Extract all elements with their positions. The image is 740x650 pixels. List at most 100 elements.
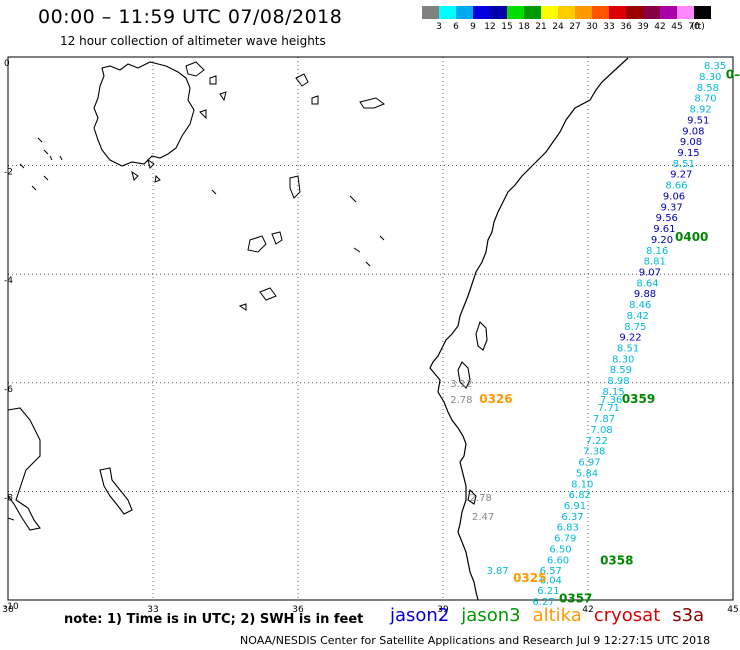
- lon-tick-label: 36: [292, 605, 304, 615]
- legend-label: (ft): [691, 22, 705, 32]
- island-mafia: [467, 488, 477, 505]
- pass-time-label: 0–: [726, 67, 740, 81]
- page-title: 00:00 – 11:59 UTC 07/08/2018: [38, 6, 343, 28]
- wave-height-observation: 5.84: [576, 468, 598, 479]
- satellite-name-altika: altika: [532, 605, 582, 626]
- wave-height-observation: 7.87: [593, 414, 615, 425]
- lake-dots: [7, 137, 385, 521]
- wave-height-observation: 6.83: [557, 523, 579, 534]
- wave-height-observation: 8.64: [636, 278, 658, 289]
- legend-swatch: [558, 6, 575, 19]
- legend-swatch: [677, 6, 694, 19]
- wave-height-observation: 9.56: [656, 213, 678, 224]
- graticule: [8, 57, 733, 600]
- wave-height-observation: 9.07: [639, 267, 661, 278]
- wave-height-observation: 7.22: [586, 436, 608, 447]
- color-scale-labels: 3 6 9 12 15 18 21 24 27 30 33 36 39 42 45 70 (ft): [422, 22, 740, 34]
- lake-small-4: [289, 175, 301, 199]
- wave-height-observation: 6.60: [547, 555, 569, 566]
- wave-height-observation: 8.51: [617, 344, 639, 355]
- color-scale-legend: [422, 6, 711, 19]
- legend-label: 42: [654, 22, 666, 32]
- wave-height-observation: 8.42: [627, 311, 649, 322]
- wave-height-observation: 8.10: [571, 479, 593, 490]
- wave-height-observation: 2.78: [450, 395, 472, 406]
- page-subtitle: 12 hour collection of altimeter wave hei…: [60, 34, 326, 48]
- wave-height-observation: 8.81: [644, 257, 666, 268]
- legend-label: 3: [436, 22, 442, 32]
- legend-swatch: [473, 6, 490, 19]
- lon-tick-label: 30: [2, 605, 14, 615]
- wave-height-observation: 6.27: [532, 597, 554, 608]
- wave-height-observation: 8.98: [607, 376, 629, 387]
- wave-height-observation: 8.46: [629, 300, 651, 311]
- lake-rukwa: [99, 467, 133, 515]
- pass-time-label: 0325: [513, 571, 546, 585]
- wave-height-observation: 8.15: [603, 387, 625, 398]
- legend-label: 45: [671, 22, 683, 32]
- satellite-name-jason3: jason3: [461, 605, 521, 626]
- wave-height-observation: 3.12: [450, 379, 472, 390]
- lon-tick-label: 33: [147, 605, 158, 615]
- lake-small-1: [359, 97, 386, 109]
- legend-label: 21: [535, 22, 547, 32]
- wave-height-observation: 8.30: [699, 72, 721, 83]
- wave-height-observation: 6.79: [554, 534, 576, 545]
- legend-label: 36: [620, 22, 632, 32]
- lake-naivasha: [295, 73, 309, 87]
- wave-height-observation: 8.92: [690, 105, 712, 116]
- wave-height-observation: 9.22: [619, 333, 641, 344]
- wave-height-observation: 8.66: [665, 181, 687, 192]
- wave-height-observation: 9.08: [680, 137, 702, 148]
- coastline-east-africa: [429, 57, 629, 601]
- footer-note: note: 1) Time is in UTC; 2) SWH is in fe…: [64, 612, 364, 627]
- satellite-legend: jason2 jason3 altika cryosat s3a: [390, 605, 716, 626]
- lake-small-3: [199, 75, 227, 120]
- wave-height-observation: 9.15: [677, 148, 699, 159]
- legend-label: 24: [552, 22, 564, 32]
- wave-height-observation: 6.37: [561, 512, 583, 523]
- legend-swatch: [541, 6, 558, 19]
- satellite-name-s3a: s3a: [672, 605, 705, 626]
- pass-time-label: 0357: [559, 591, 592, 605]
- legend-label: 18: [518, 22, 530, 32]
- axis-tick-labels: 30 33 36 39 42 45 0 -2 -4 -6 -8 -10: [2, 59, 738, 615]
- wave-height-observation: 7.71: [598, 403, 620, 414]
- lake-tanganyika: [7, 407, 41, 531]
- legend-label: 33: [603, 22, 615, 32]
- satellite-name-cryosat: cryosat: [593, 605, 661, 626]
- lat-tick-label: 0: [4, 59, 10, 69]
- wave-height-observation: 7.38: [583, 447, 605, 458]
- wave-height-observation: 7.08: [590, 425, 612, 436]
- legend-swatch: [524, 6, 541, 19]
- wave-height-observation: 6.04: [540, 575, 562, 586]
- legend-label: 6: [453, 22, 459, 32]
- wave-height-observation: 8.51: [673, 159, 695, 170]
- lat-tick-label: -8: [4, 493, 13, 503]
- legend-swatch: [626, 6, 643, 19]
- wave-height-observation: 9.06: [663, 191, 685, 202]
- legend-swatch: [422, 6, 439, 19]
- lake-kyoga: [185, 61, 205, 77]
- lake-victoria-islands: [131, 158, 161, 183]
- wave-height-observation: 6.21: [537, 586, 559, 597]
- legend-swatch: [592, 6, 609, 19]
- legend-label: 12: [484, 22, 496, 32]
- lon-tick-label: 39: [437, 605, 449, 615]
- wave-height-observation: 6.97: [578, 458, 600, 469]
- wave-height-observation: 8.70: [694, 94, 716, 105]
- wave-height-observation: 9.51: [687, 115, 709, 126]
- wave-height-observation: 9.37: [661, 202, 683, 213]
- lake-eyasi: [271, 231, 283, 245]
- legend-label: 39: [637, 22, 649, 32]
- legend-label: 15: [501, 22, 513, 32]
- satellite-observations: 8.358.308.588.708.929.519.089.089.158.51…: [450, 61, 726, 608]
- legend-swatch: [456, 6, 473, 19]
- lake-manyara: [247, 235, 267, 253]
- wave-height-observation: 9.61: [653, 224, 675, 235]
- pass-time-label: 0359: [622, 392, 655, 406]
- legend-label: 9: [470, 22, 476, 32]
- legend-label: 30: [586, 22, 598, 32]
- pass-time-label: 0326: [479, 392, 512, 406]
